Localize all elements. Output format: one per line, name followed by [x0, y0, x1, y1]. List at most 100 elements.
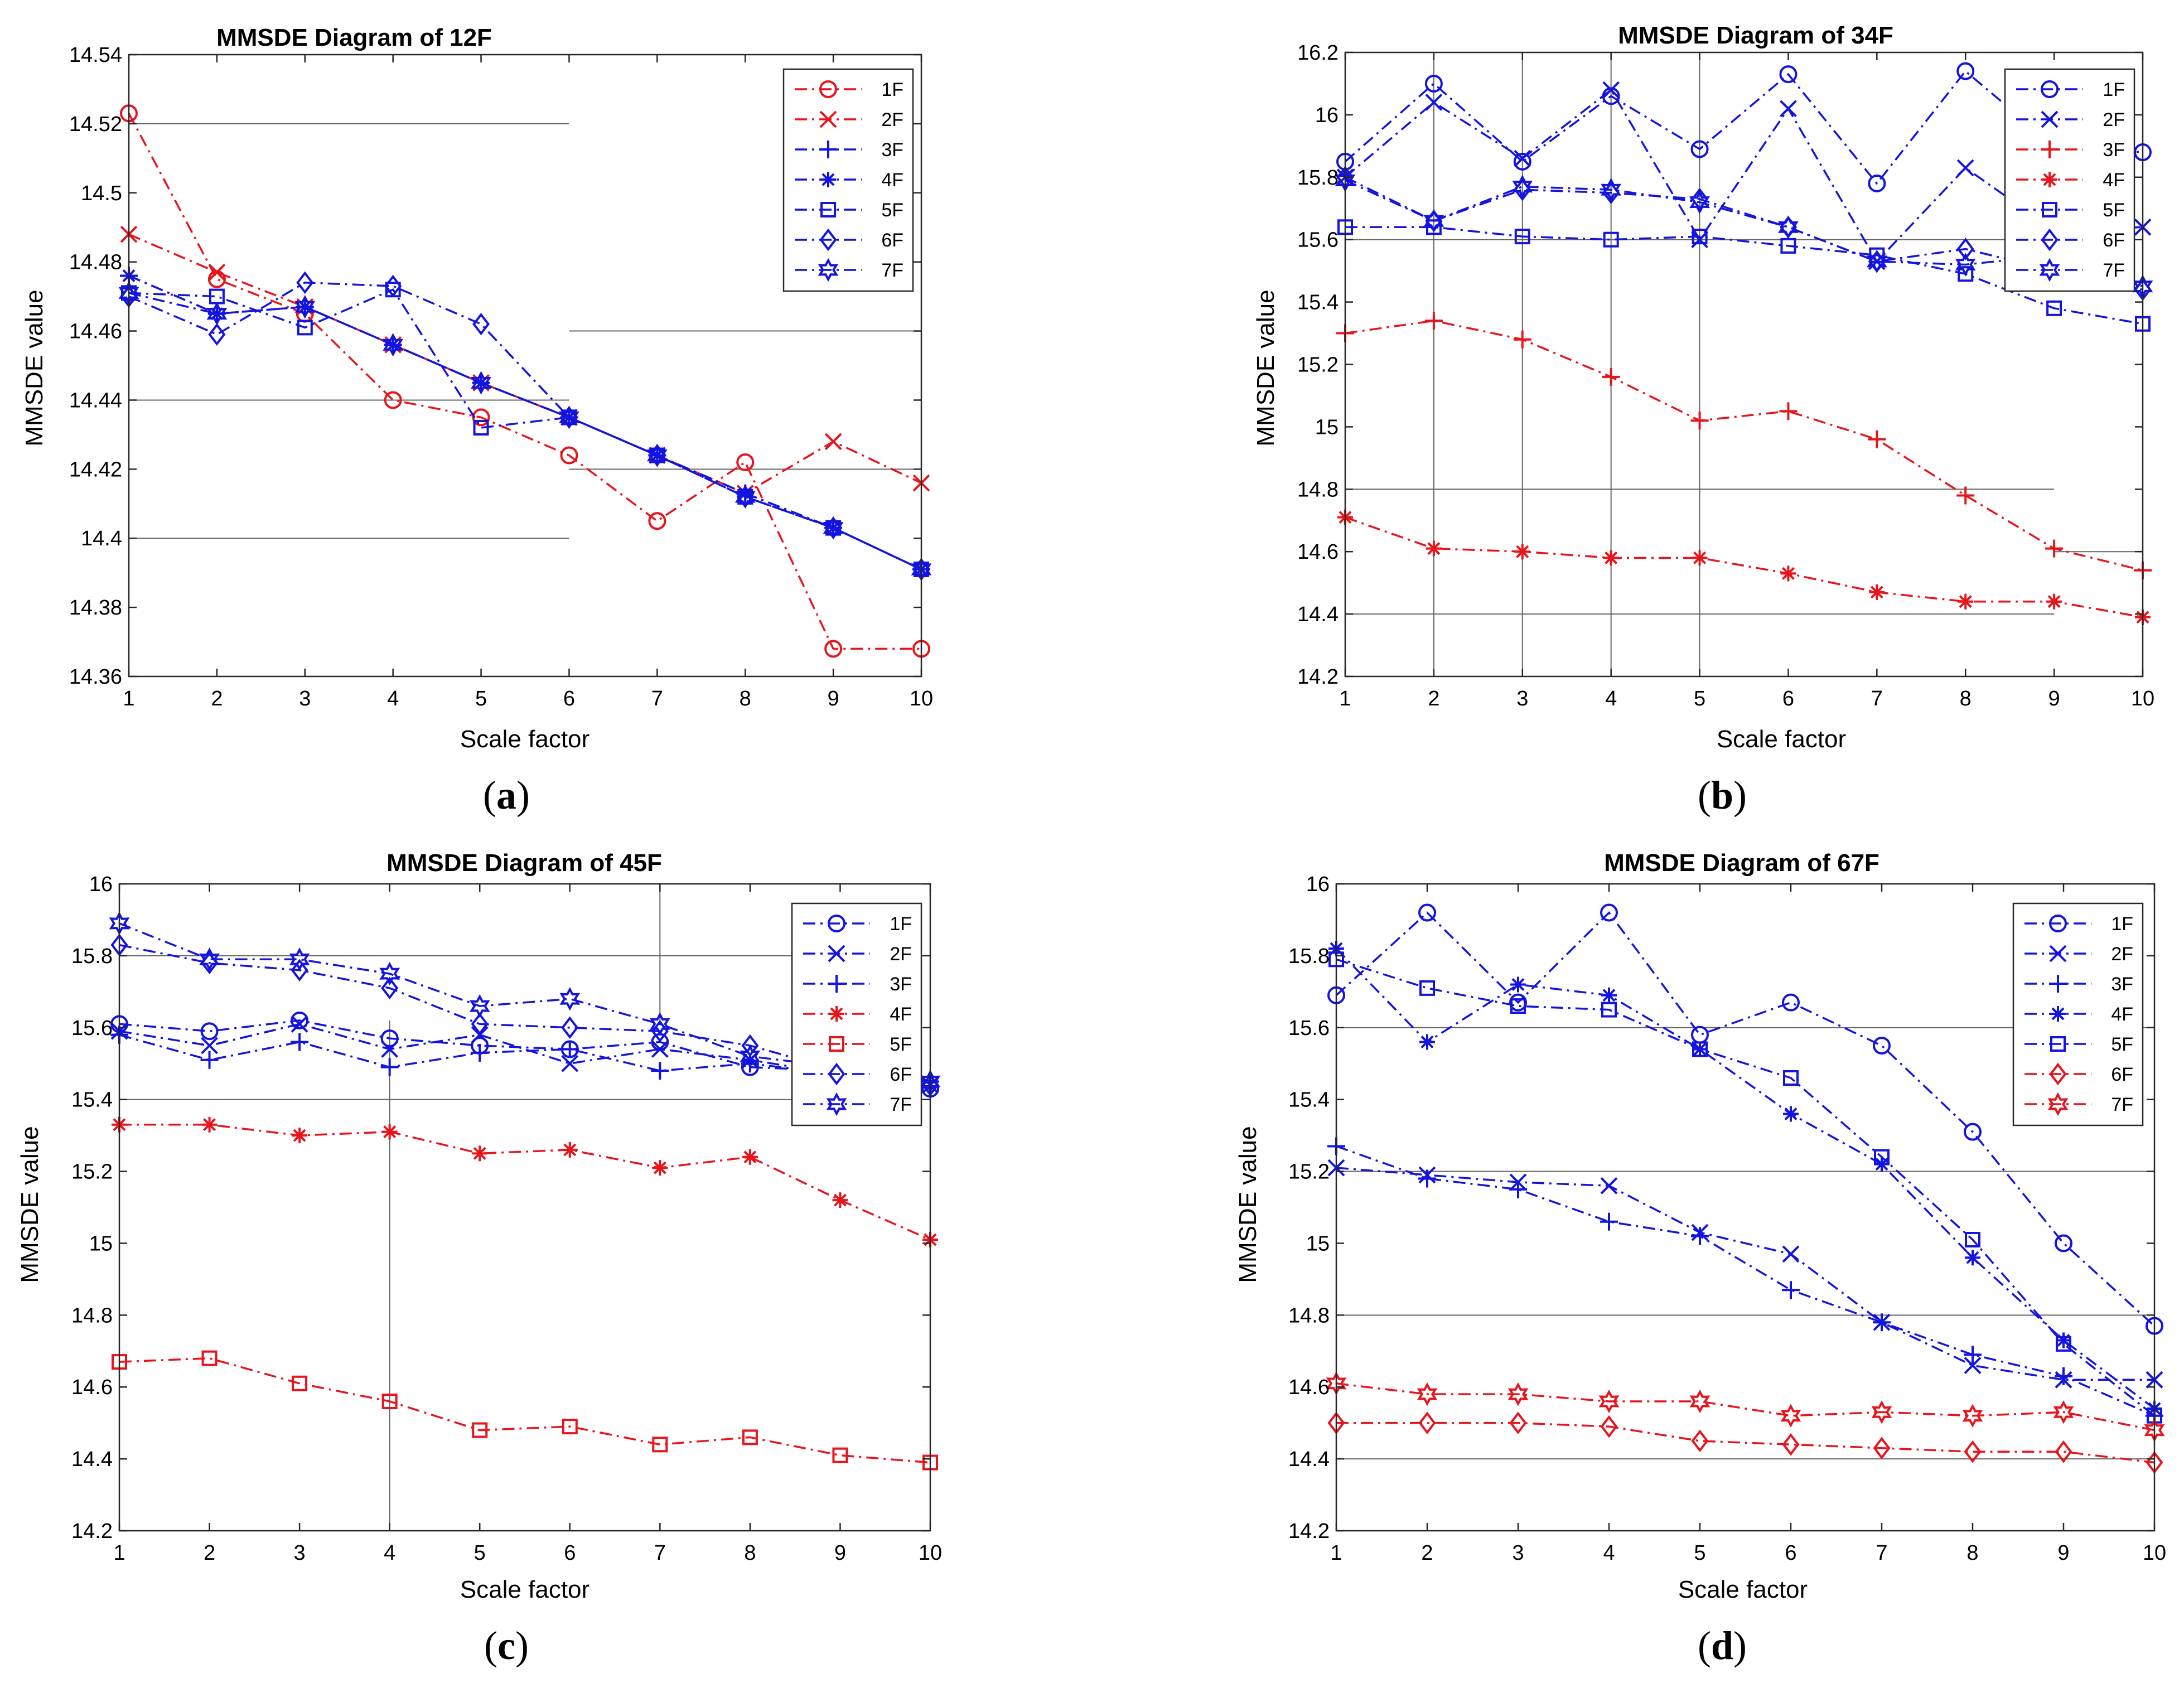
legend-marker-a-4F — [820, 172, 836, 187]
point-d-7F-9 — [2053, 1400, 2074, 1424]
xtick-label-c-7: 8 — [744, 1541, 756, 1565]
caption-a: (a) — [483, 773, 530, 818]
ytick-label-c-7: 15.6 — [71, 1017, 113, 1040]
point-a-7F-9 — [823, 516, 844, 540]
point-a-7F-4 — [383, 333, 404, 357]
legend-marker-b-1F — [2041, 80, 2059, 98]
legend-label-b-3F: 3F — [2103, 139, 2125, 161]
legend-marker-b-3F — [2041, 141, 2059, 158]
point-d-3F-8 — [1964, 1346, 1982, 1364]
ytick-label-c-2: 14.6 — [71, 1376, 113, 1399]
point-d-6F-2 — [1418, 1411, 1436, 1434]
point-b-2F-3 — [1514, 149, 1531, 167]
ytick-label-a-0: 14.36 — [69, 665, 122, 689]
point-c-2F-3 — [291, 1015, 308, 1033]
point-b-3F-8 — [1956, 486, 1975, 505]
point-d-6F-8 — [1964, 1440, 1982, 1463]
legend-label-c-3F: 3F — [890, 974, 912, 995]
point-c-5F-3 — [292, 1375, 308, 1391]
series-line-a-1F — [128, 113, 921, 650]
point-b-5F-3 — [1514, 229, 1530, 245]
point-b-1F-7 — [1868, 174, 1886, 192]
xtick-label-a-2: 3 — [299, 687, 311, 710]
ytick-label-a-3: 14.42 — [69, 458, 122, 481]
point-a-7F-6 — [559, 405, 579, 429]
point-d-4F-3 — [1510, 976, 1526, 993]
ytick-label-c-5: 15.2 — [71, 1160, 113, 1184]
point-c-7F-2 — [199, 947, 220, 971]
ytick-label-d-0: 14.2 — [1288, 1520, 1330, 1543]
ylabel-d: MMSDE value — [1234, 1126, 1262, 1283]
legend-marker-a-1F — [819, 80, 837, 98]
legend-label-a-2F: 2F — [881, 109, 903, 130]
point-a-4F-6 — [561, 409, 577, 425]
point-a-6F-3 — [296, 271, 314, 294]
xtick-label-d-4: 5 — [1694, 1541, 1705, 1565]
xtick-label-d-0: 1 — [1330, 1541, 1342, 1565]
point-c-3F-3 — [291, 1033, 309, 1051]
ytick-label-d-4: 15 — [1306, 1232, 1330, 1255]
point-c-5F-4 — [381, 1394, 398, 1409]
legend-label-b-2F: 2F — [2103, 109, 2125, 130]
point-b-5F-5 — [1692, 229, 1708, 245]
legend-marker-c-5F — [829, 1036, 844, 1052]
series-line-c-5F — [119, 1357, 931, 1464]
point-b-4F-9 — [2046, 593, 2062, 610]
point-b-4F-4 — [1603, 550, 1619, 566]
point-d-5F-5 — [1692, 1041, 1708, 1057]
xtick-label-b-3: 4 — [1605, 687, 1617, 710]
point-c-4F-3 — [292, 1128, 308, 1144]
point-a-5F-3 — [297, 320, 313, 336]
point-d-5F-2 — [1419, 980, 1435, 996]
ytick-label-d-5: 15.2 — [1288, 1160, 1330, 1184]
legend-a: 1F 2F 3F 4F 5F 6F 7F — [782, 68, 914, 292]
xtick-label-b-0: 1 — [1339, 687, 1351, 710]
ytick-label-d-8: 15.8 — [1288, 945, 1330, 968]
point-b-7F-7 — [1866, 249, 1887, 274]
point-c-7F-5 — [469, 994, 490, 1018]
xtick-label-d-5: 6 — [1785, 1541, 1796, 1565]
legend-marker-d-2F — [2049, 945, 2067, 963]
ytick-label-c-4: 15 — [89, 1232, 113, 1255]
point-c-7F-7 — [649, 1012, 670, 1036]
series-line-a-7F — [128, 292, 922, 570]
point-a-6F-2 — [208, 323, 226, 346]
legend-label-c-4F: 4F — [890, 1004, 912, 1025]
axes-box-d — [1335, 883, 2156, 1532]
legend-marker-a-6F — [819, 228, 837, 252]
xtick-label-b-1: 2 — [1428, 687, 1439, 710]
point-d-5F-8 — [1965, 1232, 1980, 1247]
xtick-label-c-9: 10 — [919, 1541, 942, 1565]
ytick-label-b-10: 16.2 — [1297, 41, 1339, 65]
point-c-6F-3 — [291, 959, 308, 981]
point-a-1F-4 — [384, 391, 402, 409]
legend-c: 1F 2F 3F 4F 5F 6F 7F — [791, 902, 922, 1126]
point-d-1F-8 — [1964, 1123, 1982, 1141]
ylabel-a: MMSDE value — [21, 289, 48, 446]
caption-c: (c) — [484, 1623, 529, 1668]
point-b-3F-5 — [1690, 412, 1709, 430]
ytick-label-a-6: 14.48 — [69, 251, 122, 274]
point-c-1F-3 — [291, 1011, 309, 1029]
legend-label-c-6F: 6F — [890, 1064, 912, 1085]
point-d-6F-6 — [1782, 1433, 1800, 1456]
legend-marker-a-7F — [818, 258, 839, 282]
series-line-b-1F — [1344, 70, 2143, 185]
point-a-6F-5 — [472, 312, 490, 336]
series-line-d-5F — [1336, 958, 2156, 1417]
point-b-6F-5 — [1691, 187, 1709, 211]
ytick-label-b-3: 14.8 — [1297, 478, 1339, 501]
xtick-label-c-5: 6 — [564, 1541, 576, 1565]
point-a-7F-5 — [471, 371, 491, 395]
panel-c: MMSDE Diagram of 45F 14.214.414.614.8151… — [16, 849, 942, 1668]
point-d-4F-6 — [1783, 1106, 1799, 1122]
legend-marker-d-5F — [2050, 1036, 2066, 1052]
point-c-3F-5 — [471, 1043, 489, 1062]
point-a-4F-2 — [209, 306, 225, 322]
point-c-3F-2 — [200, 1051, 219, 1069]
ytick-label-c-6: 15.4 — [71, 1089, 113, 1112]
point-c-5F-6 — [562, 1419, 578, 1435]
ytick-label-a-8: 14.52 — [69, 113, 122, 136]
ylabel-b: MMSDE value — [1252, 289, 1279, 446]
point-d-5F-4 — [1601, 1002, 1617, 1018]
